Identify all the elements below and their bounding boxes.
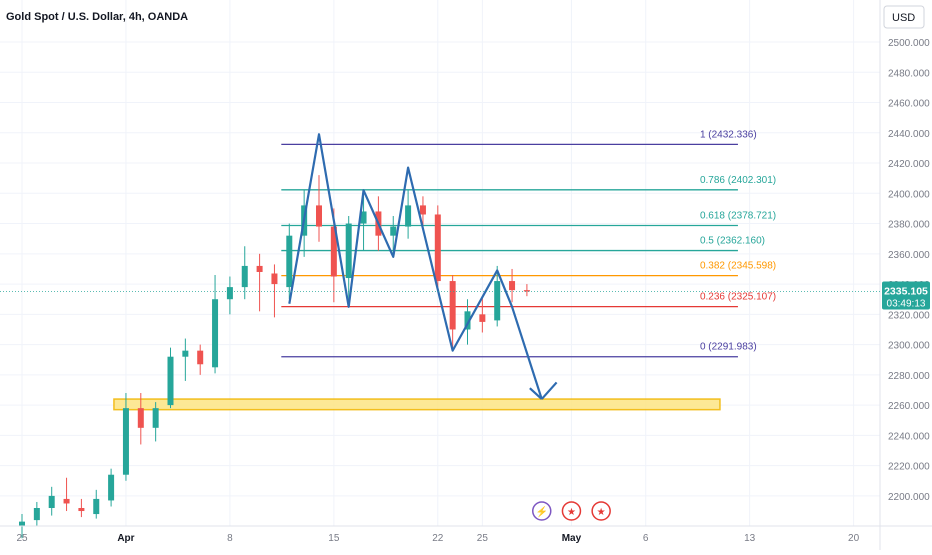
- candle-body: [33, 508, 40, 521]
- x-tick-label: 8: [227, 533, 233, 544]
- candle-body: [226, 287, 233, 300]
- fib-level-label: 0.5 (2362.160): [700, 236, 765, 247]
- candle-body: [63, 498, 70, 504]
- candle-body: [19, 521, 25, 527]
- fibonacci-layer: 1 (2432.336) 0.786 (2402.301) 0.618 (2378.…: [281, 129, 776, 358]
- x-tick-label: 25: [16, 533, 28, 544]
- y-tick-label: 2380.000: [888, 220, 930, 231]
- events-layer: ⚡ ★ ★: [532, 501, 611, 521]
- y-tick-label: 2360.000: [888, 250, 930, 261]
- pattern-zigzag: [288, 133, 543, 400]
- y-tick-label: 2480.000: [888, 68, 930, 79]
- candle-body: [479, 314, 486, 322]
- x-tick-label: 22: [432, 533, 444, 544]
- candle-body: [108, 474, 115, 501]
- candle-body: [182, 350, 189, 357]
- candle-body: [256, 265, 263, 272]
- candle-body: [523, 290, 530, 292]
- support-zone-box: [113, 398, 721, 411]
- candle-body: [137, 408, 144, 428]
- candle-body: [464, 311, 471, 330]
- y-tick-label: 2260.000: [888, 401, 930, 412]
- chart-title: Gold Spot / U.S. Dollar, 4h, OANDA: [6, 11, 188, 23]
- candle-body: [419, 205, 426, 215]
- x-tick-label: Apr: [117, 533, 134, 544]
- candle-body: [48, 495, 55, 509]
- fib-level-label: 1 (2432.336): [700, 129, 757, 140]
- x-tick-label: 20: [848, 533, 860, 544]
- pattern-layer: [288, 133, 558, 400]
- y-tick-label: 2220.000: [888, 462, 930, 473]
- bar-countdown: 03:49:13: [887, 298, 926, 309]
- candles-layer: [19, 175, 530, 539]
- candle-body: [360, 211, 367, 224]
- currency-label[interactable]: USD: [892, 12, 915, 24]
- y-tick-label: 2320.000: [888, 310, 930, 321]
- fib-level-label: 0.382 (2345.598): [700, 261, 776, 272]
- price-axis[interactable]: 2200.000 2220.000 2240.000 2260.000 2280.000…: [879, 0, 930, 550]
- grid: [0, 0, 880, 526]
- y-tick-label: 2200.000: [888, 492, 930, 503]
- us-flag-event-icon[interactable]: [561, 501, 582, 521]
- lightning-event-icon-glyph: ⚡: [536, 505, 548, 518]
- candle-body: [316, 205, 322, 227]
- candle-body: [390, 226, 397, 236]
- arrow-head-right: [540, 381, 558, 400]
- x-tick-label: 13: [744, 533, 756, 544]
- candle-body: [449, 281, 456, 330]
- candle-body: [152, 408, 159, 428]
- y-tick-label: 2440.000: [888, 129, 930, 140]
- y-tick-label: 2300.000: [888, 341, 930, 352]
- fib-level-label: 0.786 (2402.301): [700, 175, 776, 186]
- candle-body: [241, 265, 248, 288]
- y-tick-label: 2500.000: [888, 38, 930, 49]
- candle-body: [78, 508, 85, 512]
- candle-body: [330, 226, 337, 277]
- x-tick-label: 15: [328, 533, 340, 544]
- y-tick-label: 2420.000: [888, 159, 930, 170]
- fib-level-label: 0.618 (2378.721): [700, 210, 776, 221]
- us-flag-event-icon-glyph: ★: [567, 507, 576, 518]
- candle-body: [494, 281, 501, 321]
- currency-button[interactable]: USD: [883, 5, 925, 29]
- candle-body: [93, 498, 100, 515]
- candle-body: [212, 299, 219, 368]
- arrow-head-left: [529, 387, 543, 400]
- y-tick-label: 2280.000: [888, 371, 930, 382]
- fib-level-label: 0 (2291.983): [700, 342, 757, 353]
- x-tick-label: May: [562, 533, 582, 544]
- candle-body: [345, 223, 352, 279]
- y-tick-label: 2460.000: [888, 99, 930, 110]
- candle-body: [434, 214, 441, 282]
- current-price-tag: [882, 281, 930, 310]
- candle-body: [197, 350, 204, 365]
- current-price-value: 2335.105: [884, 285, 928, 297]
- candle-body: [167, 356, 174, 406]
- support-zone-layer: [113, 398, 721, 411]
- fib-level-label: 0.236 (2325.107): [700, 292, 776, 303]
- candle-body: [405, 205, 412, 227]
- candle-body: [122, 408, 129, 475]
- candle-body: [509, 281, 516, 291]
- time-axis[interactable]: 25 Apr 8 15 22 25 May 6 13 20: [0, 525, 932, 544]
- us-flag-event-icon-glyph: ★: [597, 507, 606, 518]
- x-tick-label: 25: [477, 533, 489, 544]
- y-tick-label: 2240.000: [888, 431, 930, 442]
- candle-body: [271, 273, 278, 285]
- us-flag-event-icon[interactable]: [591, 501, 611, 521]
- x-tick-label: 6: [643, 533, 649, 544]
- lightning-event-icon[interactable]: [532, 501, 552, 521]
- y-tick-label: 2400.000: [888, 189, 930, 200]
- candle-body: [286, 235, 293, 288]
